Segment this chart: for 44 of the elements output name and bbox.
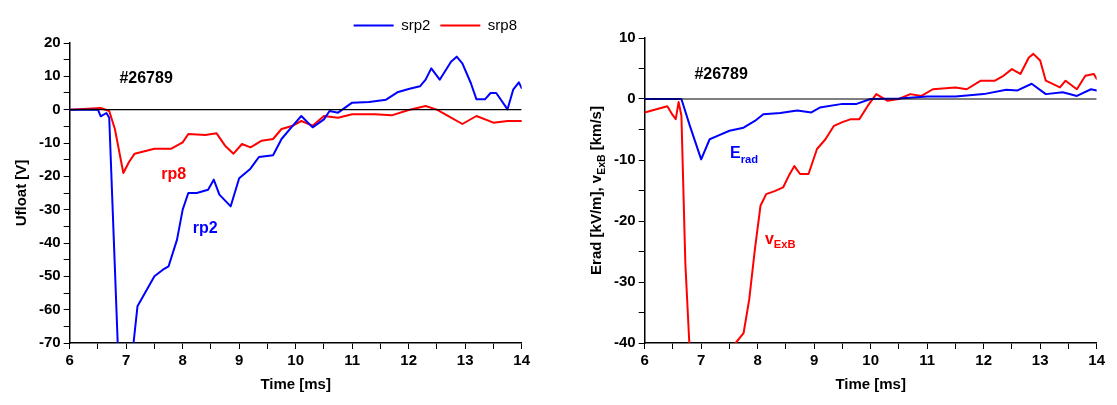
annotation: #26789	[694, 65, 748, 83]
annotation: rp8	[161, 165, 187, 183]
y-tick-label: -60	[38, 299, 61, 317]
annotation: #26789	[119, 69, 173, 87]
y-tick-label: -40	[38, 233, 61, 251]
x-tick-label: 9	[235, 351, 244, 369]
x-tick-label: 7	[697, 351, 706, 369]
annotation: rp2	[192, 219, 218, 237]
x-tick-label: 10	[862, 351, 880, 369]
x-tick-label: 11	[344, 351, 361, 369]
y-tick-label: -10	[38, 133, 61, 151]
y-tick-label: -50	[38, 266, 61, 284]
x-tick-label: 13	[1031, 351, 1049, 369]
x-tick-label: 6	[65, 351, 74, 369]
y-tick-label: 20	[43, 33, 61, 51]
x-tick-label: 7	[122, 351, 131, 369]
x-tick-label: 14	[1088, 351, 1106, 369]
x-tick-label: 14	[513, 351, 531, 369]
x-tick-label: 12	[400, 351, 418, 369]
y-tick-label: -30	[38, 199, 61, 217]
y-axis-title: Ufloat [V]	[12, 159, 30, 227]
y-tick-label: -20	[613, 211, 636, 229]
x-tick-label: 13	[456, 351, 474, 369]
legend-label: srp2	[401, 15, 431, 33]
y-tick-label: -70	[38, 333, 61, 351]
x-tick-label: 10	[287, 351, 305, 369]
y-tick-label: -30	[613, 272, 636, 290]
x-axis-title: Time [ms]	[835, 375, 906, 393]
y-tick-label: 10	[43, 66, 61, 84]
x-tick-label: 8	[178, 351, 187, 369]
x-tick-label: 6	[640, 351, 649, 369]
x-tick-label: 12	[975, 351, 993, 369]
y-tick-label: 0	[627, 89, 636, 107]
y-axis-title: Erad [kV/m], vExB [km/s]	[587, 106, 608, 275]
y-tick-label: -20	[38, 166, 61, 184]
x-tick-label: 11	[919, 351, 936, 369]
y-tick-label: 0	[52, 99, 61, 117]
legend-label: srp8	[487, 15, 518, 33]
x-tick-label: 8	[753, 351, 762, 369]
x-axis-title: Time [ms]	[260, 375, 331, 393]
x-tick-label: 9	[810, 351, 819, 369]
y-tick-label: 10	[618, 28, 636, 46]
y-tick-label: -10	[613, 150, 636, 168]
y-tick-label: -40	[613, 333, 636, 351]
